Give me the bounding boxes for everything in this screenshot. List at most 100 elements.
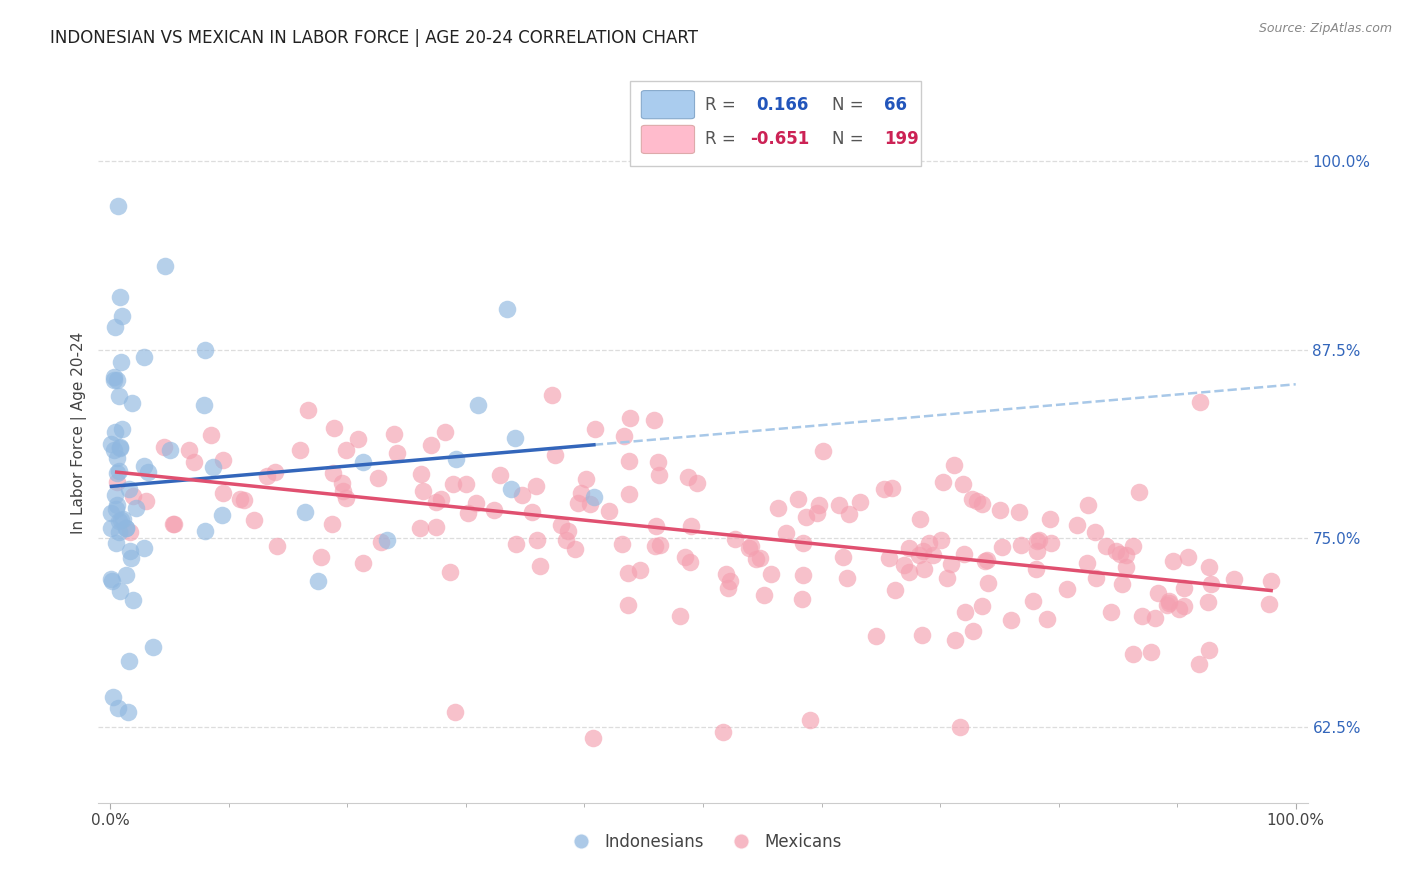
Point	[676, 469, 699, 483]
Point	[582, 490, 605, 504]
Point	[322, 421, 344, 435]
Point	[711, 724, 734, 739]
Point	[1199, 576, 1222, 591]
Point	[1025, 562, 1047, 576]
Point	[543, 448, 565, 462]
Point	[411, 467, 433, 481]
Point	[520, 505, 543, 519]
Point	[1076, 556, 1098, 570]
Point	[177, 443, 200, 458]
Point	[575, 472, 598, 486]
Point	[970, 497, 993, 511]
Point	[1177, 550, 1199, 565]
Point	[745, 552, 768, 566]
Point	[555, 533, 578, 547]
Point	[932, 475, 955, 490]
Point	[138, 466, 160, 480]
Point	[893, 558, 915, 573]
Point	[610, 537, 633, 551]
Point	[679, 555, 702, 569]
Point	[105, 451, 128, 466]
Point	[808, 498, 831, 512]
Point	[582, 731, 605, 745]
Point	[738, 541, 761, 555]
Point	[775, 526, 797, 541]
Point	[988, 503, 1011, 517]
Point	[897, 541, 920, 555]
Point	[1095, 539, 1118, 553]
Point	[321, 516, 343, 531]
Point	[1008, 505, 1031, 519]
Point	[921, 549, 943, 563]
Point	[111, 309, 134, 323]
Point	[108, 525, 131, 540]
Point	[865, 629, 887, 643]
Point	[564, 542, 586, 557]
Point	[628, 563, 651, 577]
Point	[132, 541, 155, 555]
Point	[242, 513, 264, 527]
Point	[952, 477, 974, 491]
Point	[557, 524, 579, 538]
Point	[465, 495, 488, 509]
Point	[1143, 611, 1166, 625]
Point	[792, 536, 814, 550]
Point	[1146, 586, 1168, 600]
Point	[425, 520, 447, 534]
Point	[1223, 572, 1246, 586]
Point	[510, 487, 533, 501]
Point	[346, 432, 368, 446]
Point	[647, 455, 669, 469]
Point	[1128, 484, 1150, 499]
Point	[101, 574, 124, 589]
Point	[212, 453, 235, 467]
Point	[1036, 611, 1059, 625]
Point	[648, 538, 671, 552]
FancyBboxPatch shape	[630, 81, 921, 166]
Point	[115, 521, 138, 535]
Point	[112, 512, 135, 526]
Point	[370, 535, 392, 549]
Point	[679, 518, 702, 533]
Point	[1000, 614, 1022, 628]
Point	[104, 425, 127, 439]
Point	[668, 609, 690, 624]
Point	[125, 500, 148, 515]
Point	[724, 533, 747, 547]
Point	[790, 591, 813, 606]
Point	[1122, 539, 1144, 553]
Point	[849, 495, 872, 509]
Point	[786, 491, 808, 506]
Point	[307, 574, 329, 588]
Point	[943, 458, 966, 472]
Point	[122, 489, 145, 503]
Point	[100, 572, 122, 586]
Text: INDONESIAN VS MEXICAN IN LABOR FORCE | AGE 20-24 CORRELATION CHART: INDONESIAN VS MEXICAN IN LABOR FORCE | A…	[51, 29, 697, 47]
Point	[766, 500, 789, 515]
Point	[352, 556, 374, 570]
Point	[897, 565, 920, 579]
Point	[529, 558, 551, 573]
Point	[153, 440, 176, 454]
Point	[256, 469, 278, 483]
Point	[717, 581, 740, 595]
Point	[193, 398, 215, 412]
Point	[1198, 643, 1220, 657]
Point	[617, 598, 640, 612]
Point	[335, 443, 357, 458]
Point	[976, 553, 998, 567]
Point	[648, 467, 671, 482]
Point	[1111, 577, 1133, 591]
Point	[1156, 598, 1178, 612]
Point	[266, 539, 288, 553]
Point	[1028, 533, 1050, 547]
Point	[499, 483, 522, 497]
Point	[1039, 512, 1062, 526]
Point	[352, 455, 374, 469]
Text: Source: ZipAtlas.com: Source: ZipAtlas.com	[1258, 22, 1392, 36]
Point	[1159, 594, 1181, 608]
Point	[108, 464, 131, 478]
Point	[598, 504, 620, 518]
Point	[108, 389, 131, 403]
Point	[105, 373, 128, 387]
